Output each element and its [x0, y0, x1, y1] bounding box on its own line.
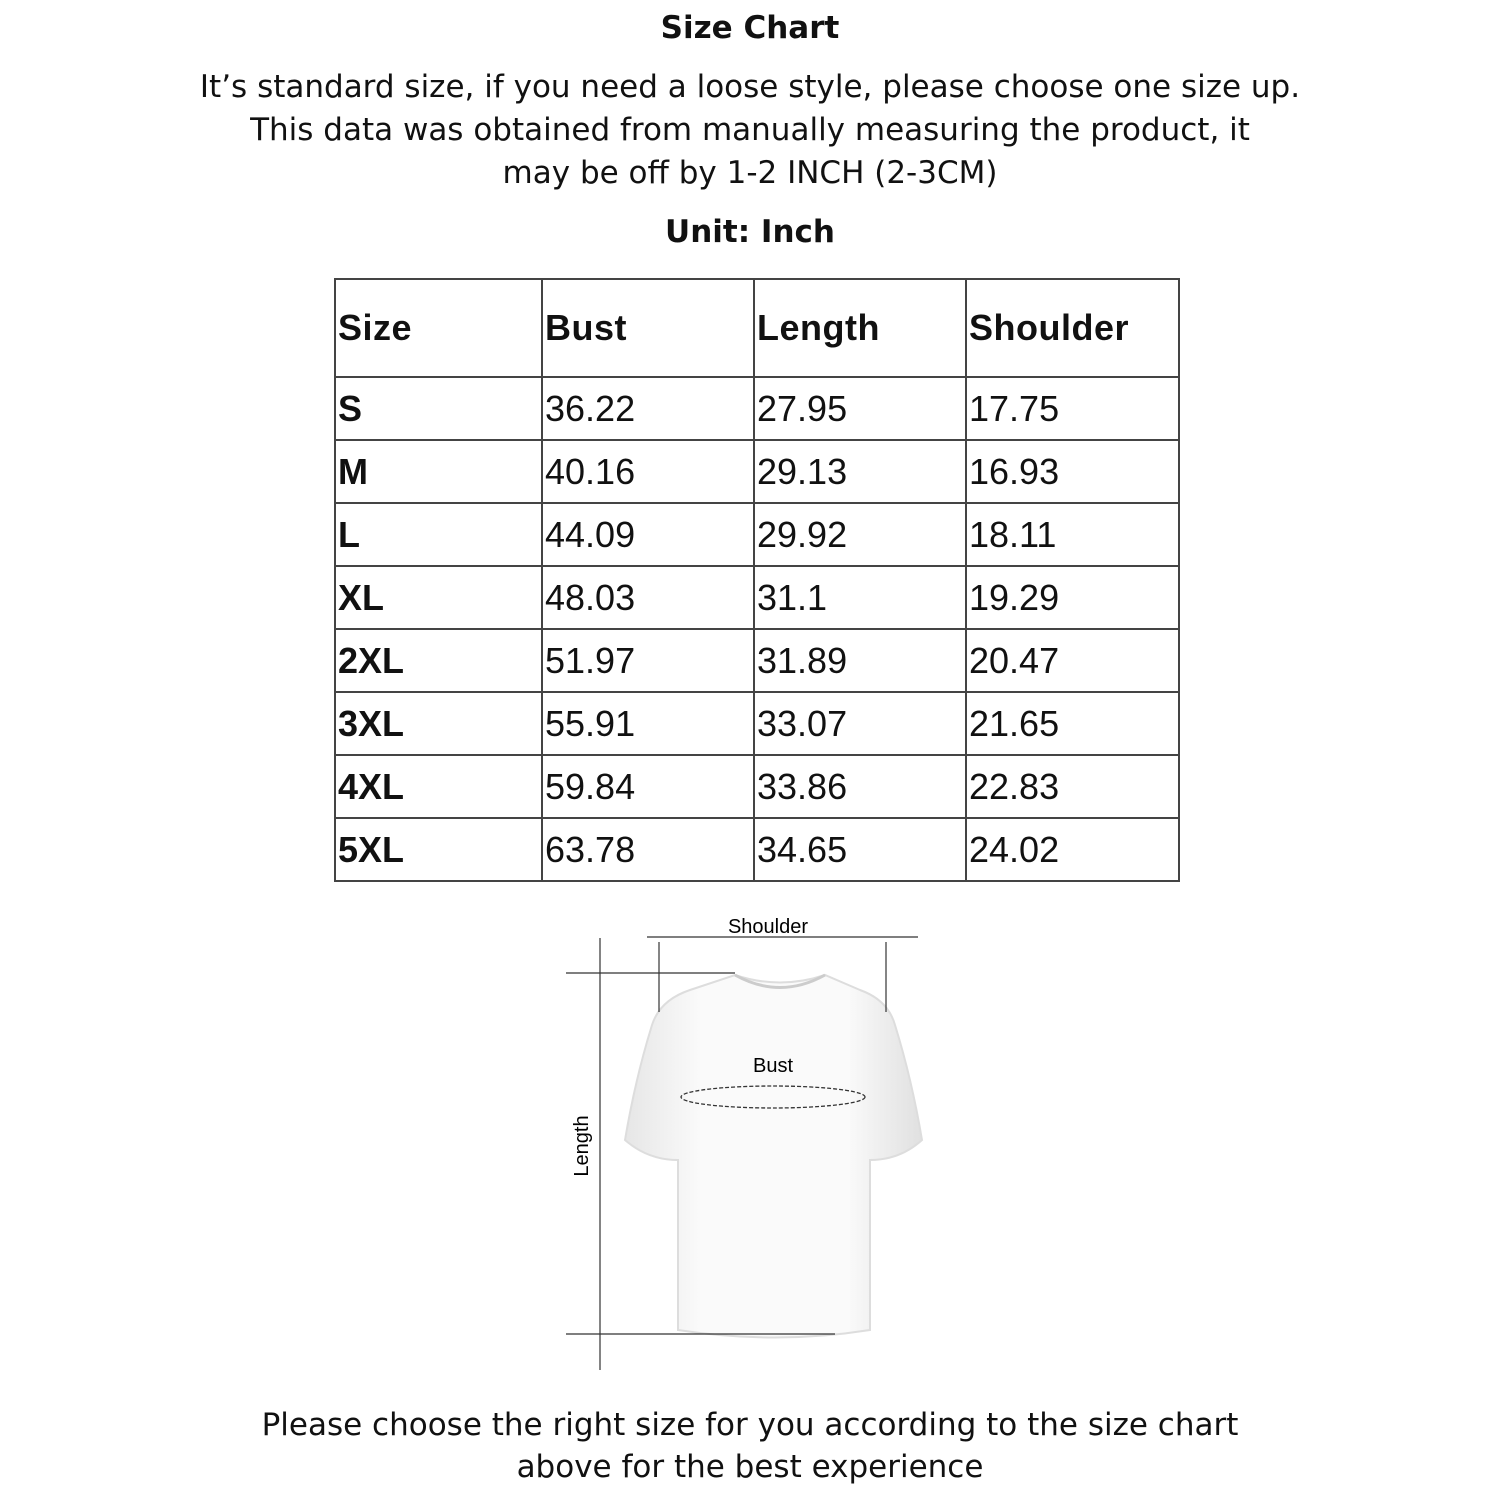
- bust-cell: 36.22: [541, 376, 755, 441]
- table-row: S 36.22 27.95 17.75: [334, 376, 1180, 441]
- shoulder-cell: 24.02: [965, 817, 1180, 882]
- size-cell: XL: [334, 565, 543, 630]
- length-label: Length: [571, 1115, 593, 1176]
- tshirt-collar: [734, 973, 826, 989]
- bust-cell: 51.97: [541, 628, 755, 693]
- length-cell: 29.13: [753, 439, 967, 504]
- footer-line: Please choose the right size for you acc…: [261, 1407, 1239, 1443]
- shoulder-cell: 19.29: [965, 565, 1180, 630]
- size-notes: It’s standard size, if you need a loose …: [0, 66, 1500, 195]
- shoulder-cell: 16.93: [965, 439, 1180, 504]
- header-size: Size: [334, 278, 543, 378]
- bust-cell: 59.84: [541, 754, 755, 819]
- shoulder-label: Shoulder: [728, 916, 808, 938]
- size-cell: 4XL: [334, 754, 543, 819]
- table-row: 5XL 63.78 34.65 24.02: [334, 817, 1180, 882]
- size-cell: L: [334, 502, 543, 567]
- header-shoulder: Shoulder: [965, 278, 1180, 378]
- header-bust: Bust: [541, 278, 755, 378]
- table-row: L 44.09 29.92 18.11: [334, 502, 1180, 567]
- length-cell: 34.65: [753, 817, 967, 882]
- size-cell: 3XL: [334, 691, 543, 756]
- note-line: may be off by 1-2 INCH (2-3CM): [502, 155, 998, 191]
- tshirt-illustration: [623, 973, 924, 1339]
- length-cell: 33.86: [753, 754, 967, 819]
- table-row: 3XL 55.91 33.07 21.65: [334, 691, 1180, 756]
- shoulder-cell: 21.65: [965, 691, 1180, 756]
- table-row: XL 48.03 31.1 19.29: [334, 565, 1180, 630]
- measure-lines: [566, 936, 918, 1370]
- size-cell: 5XL: [334, 817, 543, 882]
- length-cell: 31.89: [753, 628, 967, 693]
- shoulder-cell: 22.83: [965, 754, 1180, 819]
- bust-cell: 48.03: [541, 565, 755, 630]
- unit-label: Unit: Inch: [665, 214, 835, 250]
- shoulder-cell: 17.75: [965, 376, 1180, 441]
- length-cell: 27.95: [753, 376, 967, 441]
- length-cell: 29.92: [753, 502, 967, 567]
- bust-cell: 44.09: [541, 502, 755, 567]
- table-row: 4XL 59.84 33.86 22.83: [334, 754, 1180, 819]
- bust-ellipse: [680, 1085, 866, 1109]
- table-row: 2XL 51.97 31.89 20.47: [334, 628, 1180, 693]
- table-row: M 40.16 29.13 16.93: [334, 439, 1180, 504]
- shoulder-cell: 20.47: [965, 628, 1180, 693]
- header-length: Length: [753, 278, 967, 378]
- table-header-row: Size Bust Length Shoulder: [334, 278, 1180, 378]
- size-cell: S: [334, 376, 543, 441]
- bust-cell: 63.78: [541, 817, 755, 882]
- bust-label: Bust: [753, 1055, 793, 1077]
- note-line: This data was obtained from manually mea…: [250, 112, 1250, 148]
- length-cell: 31.1: [753, 565, 967, 630]
- length-cell: 33.07: [753, 691, 967, 756]
- note-line: It’s standard size, if you need a loose …: [199, 69, 1301, 105]
- bust-cell: 55.91: [541, 691, 755, 756]
- page-title: Size Chart: [660, 10, 840, 46]
- shoulder-cell: 18.11: [965, 502, 1180, 567]
- footer-note: Please choose the right size for you acc…: [0, 1404, 1500, 1488]
- size-cell: M: [334, 439, 543, 504]
- bust-cell: 40.16: [541, 439, 755, 504]
- footer-line: above for the best experience: [516, 1449, 984, 1485]
- size-table: Size Bust Length Shoulder S 36.22 27.95 17.…: [334, 278, 1180, 882]
- size-cell: 2XL: [334, 628, 543, 693]
